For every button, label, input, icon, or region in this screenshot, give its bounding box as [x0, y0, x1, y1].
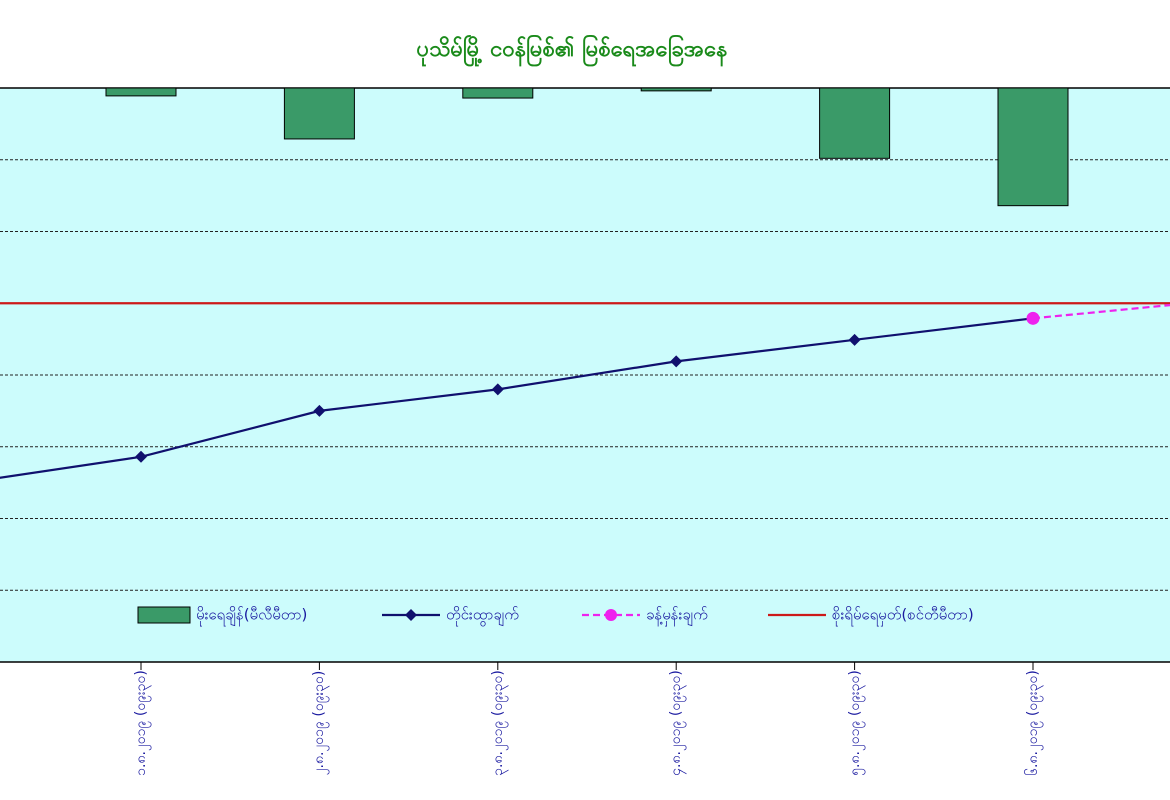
- x-tick-label: ၃.၈.၂၀၁၉ (၀၉း၃၀): [489, 670, 506, 776]
- point: [491, 383, 504, 396]
- x-tick-label: ၂.၈.၂၀၁၉ (၀၉း၃၀): [311, 670, 328, 776]
- point: [135, 450, 147, 463]
- point: [1026, 311, 1040, 325]
- x-tick-label: ၁.၈.၂၀၁၉ (၀၉း၃၀): [133, 670, 149, 776]
- legend-marker: [405, 609, 417, 621]
- legend-label: ခန့်မှန်းချက်: [646, 606, 708, 627]
- bar: [105, 87, 177, 97]
- legend-label: တိုင်းထွာချက်: [446, 606, 519, 627]
- bar: [997, 87, 1069, 207]
- bar: [283, 87, 355, 140]
- legend-marker: [605, 609, 617, 621]
- point: [670, 355, 683, 368]
- point: [313, 404, 326, 417]
- point: [848, 333, 861, 346]
- line: [1032, 303, 1170, 320]
- bar: [640, 87, 712, 92]
- x-tick-label: ၆.၈.၂၀၁၉ (၀၉း၃၀): [1025, 670, 1041, 776]
- bar: [462, 87, 534, 99]
- x-tick-label: ၅.၈.၂၀၁၉ (၀၉း၃၀): [846, 670, 863, 776]
- legend-label: မိုးရေချိန်(မီလီမီတာ): [196, 606, 307, 627]
- legend-swatch: [137, 606, 191, 624]
- x-tick-label: ၄.၈.၂၀၁၉ (၀၉း၃၀): [668, 670, 685, 776]
- chart-title: ပုသိမ်မြို့ ငဝန်မြစ်၏ မြစ်ရေအခြေအနေ: [417, 34, 728, 67]
- legend-label: စိုးရိမ်ရေမှတ်(စင်တီမီတာ): [832, 606, 974, 627]
- bar: [819, 87, 891, 159]
